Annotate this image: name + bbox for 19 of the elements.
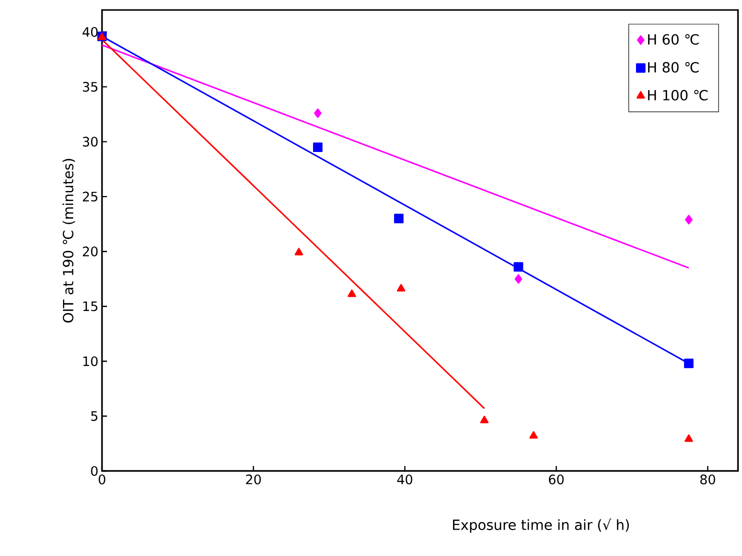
y-tick-label: 30 xyxy=(82,136,98,147)
x-tick-label: 0 xyxy=(98,474,106,484)
y-tick-label: 25 xyxy=(82,192,98,202)
x-tick-label: 20 xyxy=(246,474,261,484)
y-tick-label: 15 xyxy=(83,302,98,312)
legend-label: H 100 ℃ xyxy=(648,90,708,100)
x-axis-title: Exposure time in air (√ h) xyxy=(453,518,629,533)
y-axis-title: OIT at 190 ℃ (minutes) xyxy=(62,158,76,323)
y-tick-label: 0 xyxy=(91,466,98,476)
y-tick-label: 20 xyxy=(82,246,98,256)
y-tick-label: 40 xyxy=(82,27,98,37)
y-tick-label: 10 xyxy=(83,356,98,366)
y-tick-label: 5 xyxy=(91,411,98,421)
x-tick-label: 60 xyxy=(548,474,564,484)
x-tick-label: 80 xyxy=(700,474,716,484)
y-tick-label: 35 xyxy=(82,82,98,92)
x-tick-label: 40 xyxy=(397,474,412,484)
legend-label: H 80 ℃ xyxy=(648,62,699,73)
legend-label: H 60 ℃ xyxy=(648,34,699,45)
